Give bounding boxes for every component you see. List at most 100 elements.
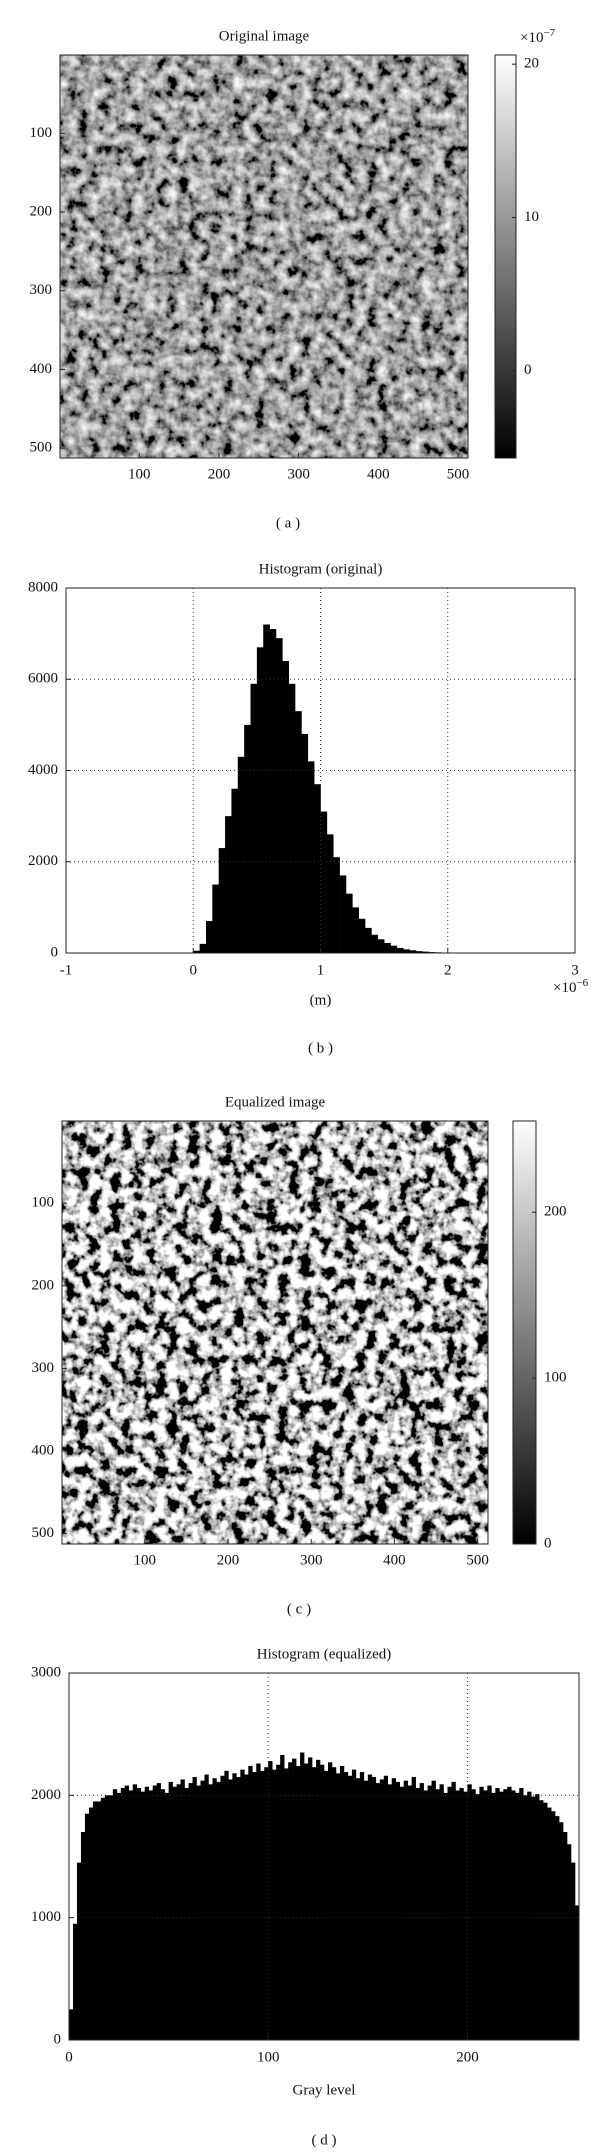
histogram-bar	[284, 1768, 289, 2040]
histogram-bar	[296, 1765, 301, 2040]
exponent-power: −7	[543, 27, 555, 39]
panel-label: ( c )	[287, 1601, 311, 1617]
histogram-bar	[152, 1785, 157, 2040]
histogram-bar	[232, 1773, 237, 2040]
histogram-bar	[188, 1783, 193, 2040]
axis-exponent: ×10−7	[520, 27, 556, 47]
y-tick-label: 500	[30, 440, 53, 456]
colorbar-tick-label: 100	[544, 1370, 567, 1386]
axes-frame	[61, 1120, 489, 1545]
y-tick-label: 400	[30, 361, 53, 377]
histogram-bar	[422, 951, 429, 953]
histogram-bar	[244, 724, 251, 953]
histogram-bar	[250, 683, 258, 953]
x-tick-label: 500	[466, 1552, 489, 1568]
histogram-bar	[256, 1763, 261, 2040]
histogram-bar	[371, 1776, 377, 2040]
histogram-bar	[231, 788, 239, 953]
x-axis-label: Gray level	[293, 2082, 356, 2098]
x-tick-label: 200	[456, 2049, 479, 2065]
histogram-bar	[224, 1770, 229, 2040]
y-tick-label: 200	[30, 203, 53, 219]
histogram-bar	[511, 1790, 516, 2040]
histogram-bar	[359, 1772, 365, 2040]
histogram-bar	[535, 1794, 540, 2040]
histogram-bar	[316, 1759, 321, 2040]
histogram-bar	[192, 1776, 197, 2040]
histogram-bar	[272, 1769, 277, 2040]
x-axis-label: (m)	[310, 992, 332, 1008]
axes-frame	[59, 54, 469, 459]
histogram-bar	[225, 816, 232, 953]
histogram-bar	[491, 1792, 496, 2040]
y-tick-label: 200	[32, 1277, 55, 1293]
histogram-bar	[339, 875, 347, 953]
histogram-bar	[515, 1792, 520, 2040]
histogram-bar	[244, 1774, 249, 2040]
panel-label: ( a )	[276, 515, 300, 531]
histogram-bar	[275, 638, 283, 953]
histogram-bar	[260, 1770, 265, 2040]
histogram-bar	[312, 1767, 317, 2040]
histogram-bar	[301, 734, 309, 953]
histogram-bar	[439, 1784, 444, 2040]
histogram-bar	[531, 1796, 536, 2040]
histogram-bar	[326, 834, 334, 953]
histogram-bar	[379, 1779, 385, 2040]
histogram-bar	[395, 1781, 401, 2040]
histogram-bar	[345, 893, 353, 953]
histogram-bar	[459, 1787, 464, 2040]
histogram-bar	[551, 1811, 556, 2040]
histogram-bar	[547, 1807, 552, 2040]
histogram-bar	[503, 1789, 508, 2040]
histogram-bar	[555, 1816, 560, 2040]
histogram-bar	[104, 1795, 110, 2040]
histogram-bar	[527, 1791, 532, 2040]
histogram-bar	[451, 1781, 456, 2040]
histogram-bar	[483, 1790, 488, 2040]
panel-label: ( b )	[308, 1040, 333, 1056]
panel-label: ( d )	[312, 2132, 337, 2148]
y-tick-label: 8000	[28, 579, 58, 595]
colorbar-tick-label: 200	[544, 1204, 567, 1220]
histogram-bar	[307, 761, 315, 953]
histogram-bar	[363, 1780, 369, 2040]
x-tick-label: 0	[65, 2049, 73, 2065]
colorbar-tick-label: 20	[524, 56, 539, 72]
histogram-bar	[479, 1786, 484, 2040]
histogram-bar	[355, 1778, 361, 2040]
y-tick-label: 300	[30, 282, 53, 298]
x-tick-label: 500	[447, 466, 470, 482]
histogram-bar	[447, 1786, 452, 2040]
histogram-bar	[427, 1785, 432, 2040]
histogram-bar	[339, 1765, 345, 2040]
histogram-bar	[455, 1790, 460, 2040]
histogram-bar	[519, 1787, 524, 2040]
histogram-bar	[559, 1822, 564, 2040]
histogram-bar	[204, 1774, 209, 2040]
y-tick-label: 6000	[28, 671, 58, 687]
histogram-bar	[76, 1862, 82, 2040]
histogram-bar	[365, 927, 372, 953]
histogram-bar	[69, 2009, 74, 2040]
histogram-bar	[495, 1787, 500, 2040]
histogram-bar	[423, 1790, 428, 2040]
chart-title: Equalized image	[225, 1094, 326, 1110]
y-tick-label: 400	[32, 1442, 55, 1458]
y-tick-label: 3000	[31, 1664, 61, 1680]
histogram-bar	[180, 1779, 185, 2040]
histogram-bar	[276, 1764, 281, 2040]
exponent-base: ×10	[520, 30, 543, 46]
x-tick-label: 300	[300, 1552, 323, 1568]
histogram-bar	[295, 711, 302, 953]
x-tick-label: 400	[383, 1552, 406, 1568]
histogram-bar	[487, 1785, 492, 2040]
histogram-bar	[218, 848, 226, 953]
histogram-bar	[112, 1789, 118, 2040]
histogram-bar	[236, 1776, 241, 2040]
histogram-bar	[84, 1813, 90, 2040]
histogram-bar	[377, 939, 385, 953]
histogram-bar	[335, 1773, 341, 2040]
histogram-bar	[200, 1780, 205, 2040]
histogram-bar	[160, 1789, 165, 2040]
